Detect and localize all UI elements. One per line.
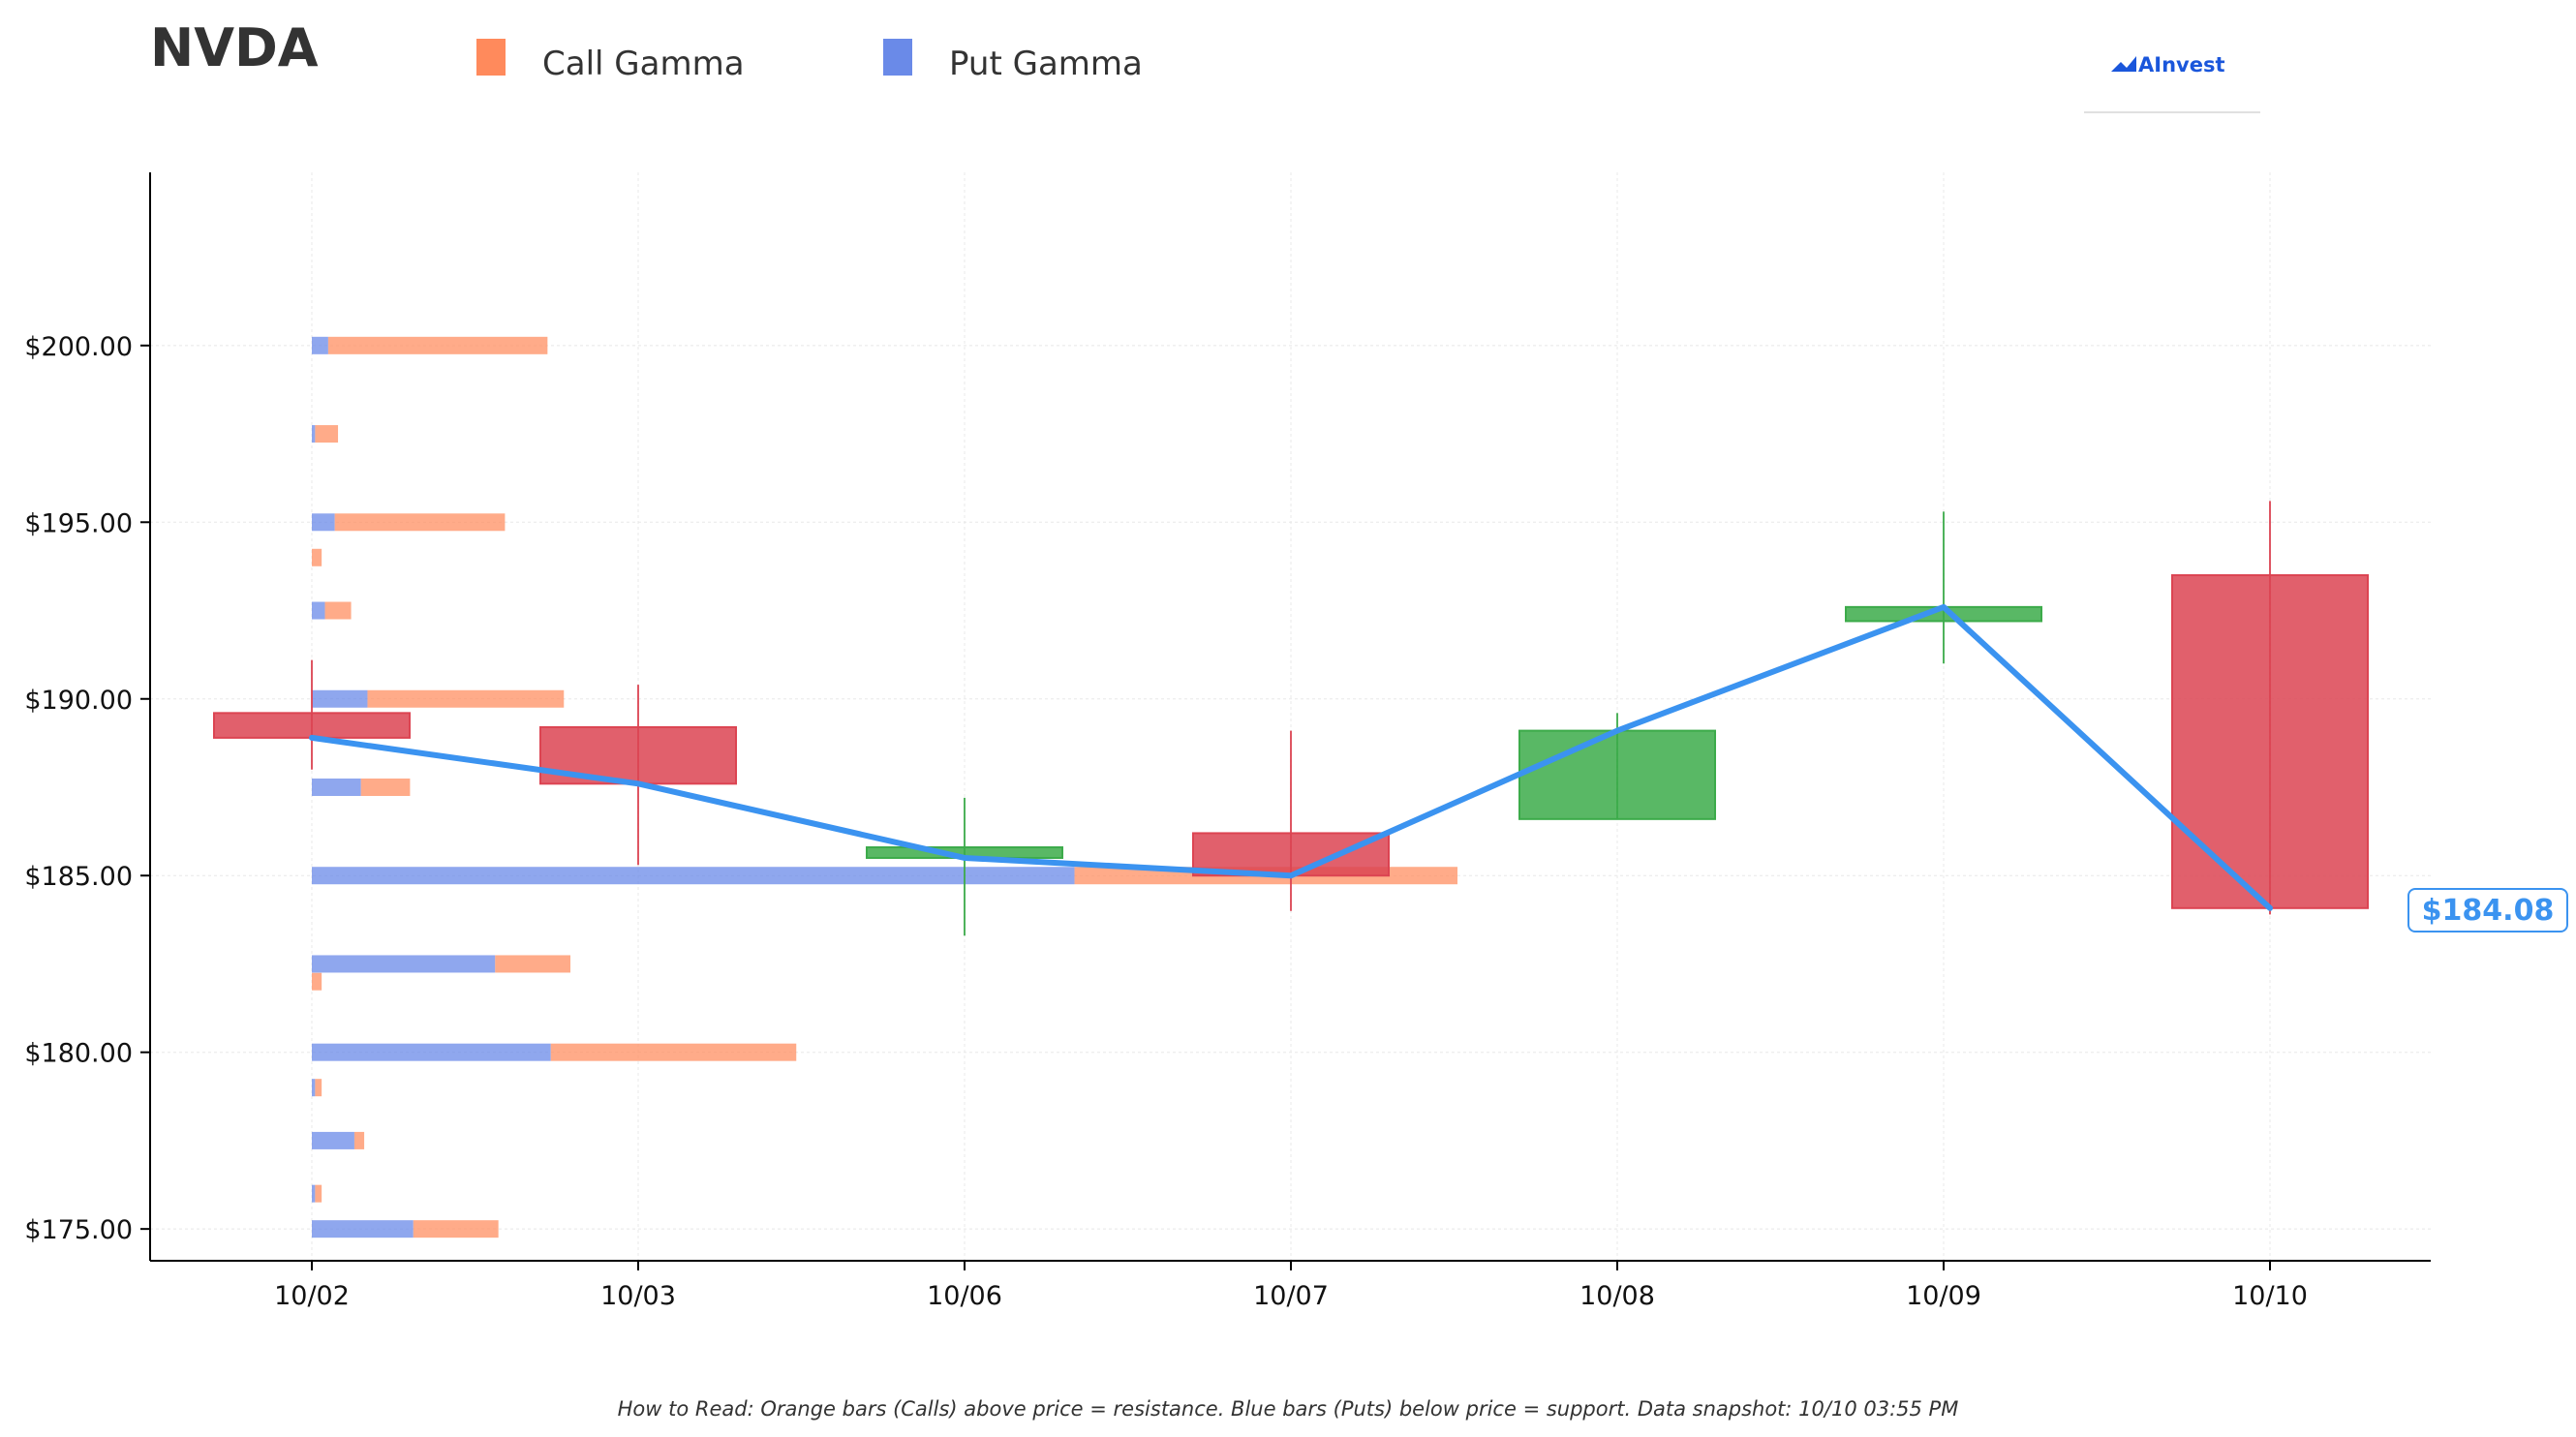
brand-chart-icon xyxy=(2111,56,2136,72)
x-tick-label: 10/03 xyxy=(600,1281,676,1311)
legend: Call Gamma Put Gamma xyxy=(476,39,1143,83)
put-gamma-bar xyxy=(312,955,496,973)
grid-lines xyxy=(150,172,2431,1261)
put-gamma-bar xyxy=(312,867,1075,885)
x-tick-label: 10/07 xyxy=(1253,1281,1329,1311)
y-tick-label: $175.00 xyxy=(24,1215,133,1245)
call-gamma-bar xyxy=(315,1184,322,1203)
call-gamma-bar xyxy=(495,955,571,973)
price-line-layer xyxy=(309,603,2273,911)
call-gamma-bar xyxy=(353,1131,365,1149)
current-price-box xyxy=(2407,888,2568,933)
ticker-title: NVDA xyxy=(150,17,319,78)
call-gamma-bar xyxy=(327,336,548,354)
y-tick-label: $190.00 xyxy=(24,686,133,716)
call-gamma-bar xyxy=(324,601,352,620)
candle-body xyxy=(1192,832,1390,877)
x-tick-label: 10/09 xyxy=(1906,1281,1981,1311)
put-gamma-bar xyxy=(312,689,368,708)
x-tick-label: 10/10 xyxy=(2232,1281,2308,1311)
put-gamma-bar xyxy=(312,513,335,532)
y-ticks: $175.00 $180.00 $185.00 $190.00 $195.00 $200.… xyxy=(24,332,150,1245)
call-gamma-bar xyxy=(367,689,565,708)
call-gamma-bar xyxy=(315,1079,322,1097)
put-gamma-bar xyxy=(312,1184,316,1203)
y-tick-label: $195.00 xyxy=(24,508,133,538)
brand-logo: AInvest xyxy=(2084,53,2260,113)
brand-name: AInvest xyxy=(2138,53,2225,76)
call-gamma-bar xyxy=(413,1220,499,1238)
call-gamma-bar xyxy=(334,513,506,532)
put-gamma-bar xyxy=(312,1220,414,1238)
legend-put-swatch xyxy=(883,39,912,76)
put-gamma-bar xyxy=(312,425,316,443)
call-gamma-bar xyxy=(315,425,339,443)
y-tick-label: $180.00 xyxy=(24,1039,133,1069)
legend-call-label: Call Gamma xyxy=(542,45,745,83)
put-gamma-bar xyxy=(312,778,361,796)
current-price-label: $184.08 xyxy=(2422,894,2555,928)
call-gamma-bar xyxy=(312,548,322,566)
candle-body xyxy=(213,712,411,739)
put-gamma-bar xyxy=(312,601,325,620)
y-tick-label: $200.00 xyxy=(24,332,133,362)
candle-body xyxy=(2171,574,2369,909)
candles xyxy=(213,501,2369,936)
call-gamma-bar xyxy=(360,778,411,796)
price-line xyxy=(309,603,2273,911)
legend-put-label: Put Gamma xyxy=(949,45,1143,83)
put-gamma-bar xyxy=(312,1043,551,1061)
put-gamma-bar xyxy=(312,336,328,354)
call-gamma-bar xyxy=(550,1043,797,1061)
candle-body xyxy=(1518,729,1716,820)
put-gamma-bar xyxy=(312,1131,354,1149)
y-tick-label: $185.00 xyxy=(24,862,133,892)
legend-call-swatch xyxy=(476,39,506,76)
gamma-bars xyxy=(312,336,1457,1238)
x-tick-label: 10/08 xyxy=(1579,1281,1655,1311)
put-gamma-bar xyxy=(312,1079,316,1097)
call-gamma-bar xyxy=(312,972,322,991)
x-tick-label: 10/02 xyxy=(274,1281,350,1311)
footnote: How to Read: Orange bars (Calls) above p… xyxy=(618,1397,1959,1421)
x-ticks: 10/02 10/03 10/06 10/07 10/08 10/09 10/10 xyxy=(274,1261,2308,1311)
current-price-badge: $184.08 xyxy=(2407,888,2568,933)
x-tick-label: 10/06 xyxy=(927,1281,1002,1311)
